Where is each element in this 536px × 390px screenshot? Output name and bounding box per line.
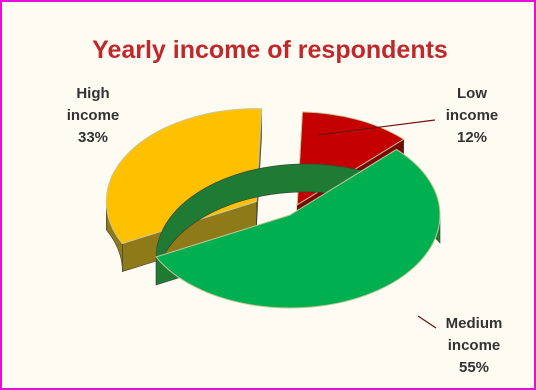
chart-title: Yearly income of respondents	[92, 36, 448, 64]
data-label-high-income: High income 33%	[67, 85, 120, 146]
data-labels: Low income 12% Medium income 55% High income 33%	[67, 85, 503, 376]
leader-line-medium-income	[417, 315, 437, 329]
leader-line-low-income	[317, 119, 436, 136]
leader-lines	[317, 119, 437, 329]
data-label-percent: 12%	[457, 129, 487, 146]
data-label-text: Medium	[446, 315, 503, 332]
data-label-low-income: Low income 12%	[446, 85, 499, 146]
data-label-text: income	[67, 107, 120, 124]
data-label-text: Low	[457, 85, 487, 102]
slice-top-high-income	[105, 108, 263, 245]
slice-top-medium-income	[155, 148, 441, 309]
data-label-text: income	[446, 107, 499, 124]
slice-medium-income	[155, 148, 441, 309]
data-label-medium-income: Medium income 55%	[446, 315, 503, 376]
data-label-text: income	[448, 337, 501, 354]
data-label-text: High	[76, 85, 109, 102]
data-label-percent: 55%	[459, 359, 489, 376]
slice-high-income	[105, 108, 263, 272]
data-label-percent: 33%	[78, 129, 108, 146]
pie-slices	[105, 108, 441, 309]
